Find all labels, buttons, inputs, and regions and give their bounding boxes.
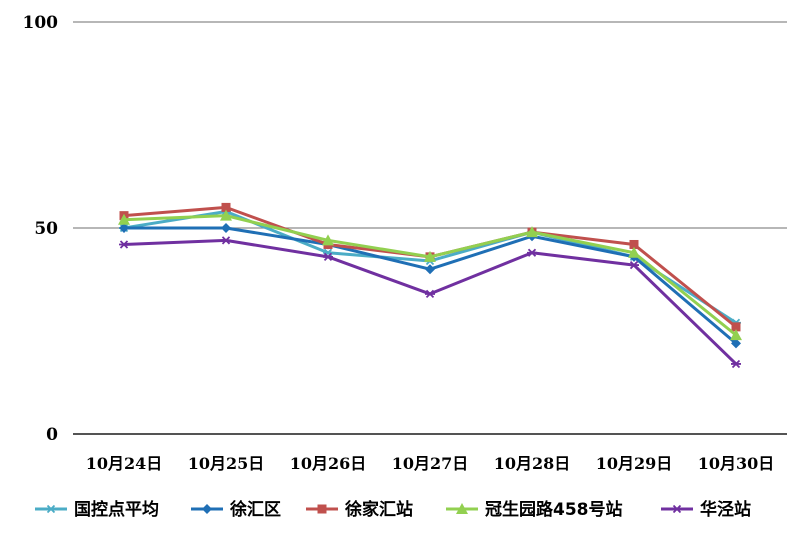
data-point bbox=[118, 213, 130, 225]
data-point bbox=[220, 209, 232, 221]
legend-item: 冠生园路458号站 bbox=[446, 499, 623, 520]
data-point bbox=[628, 246, 640, 258]
data-point bbox=[456, 503, 468, 514]
data-point bbox=[731, 359, 741, 369]
x-tick-label: 10月25日 bbox=[188, 454, 265, 473]
data-point bbox=[629, 239, 639, 249]
x-tick-label: 10月30日 bbox=[698, 454, 775, 473]
data-point bbox=[731, 322, 741, 332]
legend-label: 国控点平均 bbox=[74, 499, 159, 520]
y-tick-label: 0 bbox=[46, 425, 58, 445]
data-point bbox=[425, 264, 435, 275]
legend-label: 冠生园路458号站 bbox=[485, 499, 623, 520]
data-point bbox=[425, 289, 435, 299]
series-3 bbox=[118, 209, 742, 341]
legend-label: 华泾站 bbox=[700, 499, 751, 520]
y-axis-ticks: 0 50 100 bbox=[23, 13, 59, 445]
legend-item: 国控点平均 bbox=[35, 499, 159, 520]
data-point bbox=[424, 250, 436, 262]
series-4 bbox=[119, 236, 741, 369]
data-point bbox=[221, 202, 231, 212]
data-point bbox=[527, 248, 537, 257]
y-tick-label: 50 bbox=[34, 219, 58, 239]
y-tick-label: 100 bbox=[23, 13, 59, 33]
data-point bbox=[672, 504, 682, 514]
data-point bbox=[46, 504, 56, 514]
legend-label: 徐家汇站 bbox=[344, 499, 413, 520]
data-point bbox=[221, 223, 231, 233]
legend-item: 徐家汇站 bbox=[306, 499, 413, 520]
data-point bbox=[731, 338, 741, 349]
x-tick-label: 10月26日 bbox=[290, 454, 367, 473]
data-point bbox=[119, 223, 129, 233]
series-lines bbox=[118, 202, 742, 369]
data-point bbox=[629, 260, 639, 270]
x-tick-label: 10月28日 bbox=[494, 454, 571, 473]
x-tick-label: 10月27日 bbox=[392, 454, 469, 473]
data-point bbox=[322, 234, 334, 246]
legend: 国控点平均 徐汇区 徐家汇站 冠生园路458号站 华泾站 bbox=[35, 499, 751, 520]
x-axis-ticks: 10月24日 10月25日 10月26日 10月27日 10月28日 10月29日 10月3… bbox=[73, 433, 787, 473]
x-tick-label: 10月29日 bbox=[596, 454, 673, 473]
data-point bbox=[730, 329, 742, 341]
data-point bbox=[317, 504, 327, 514]
data-point bbox=[323, 252, 333, 261]
data-point bbox=[119, 240, 129, 249]
x-tick-label: 10月24日 bbox=[86, 454, 163, 473]
data-point bbox=[202, 504, 212, 514]
legend-item: 华泾站 bbox=[661, 499, 751, 520]
legend-item: 徐汇区 bbox=[191, 499, 281, 520]
series-line bbox=[124, 226, 737, 345]
legend-label: 徐汇区 bbox=[229, 499, 281, 520]
data-point bbox=[526, 226, 538, 238]
data-point bbox=[221, 236, 231, 245]
